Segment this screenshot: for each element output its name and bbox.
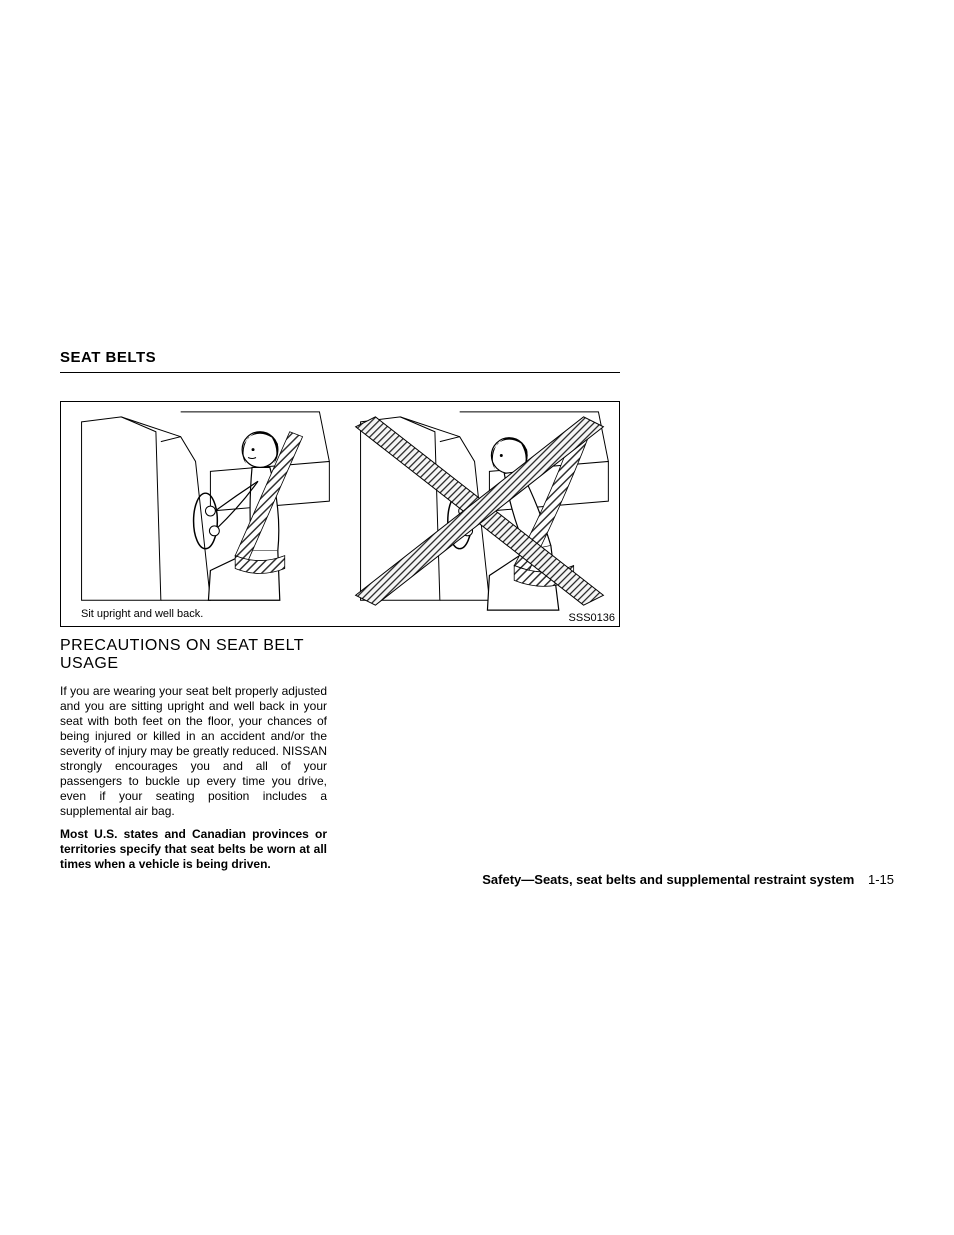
heading-underline [60, 372, 620, 373]
figure-code-label: SSS0136 [569, 612, 615, 624]
subheading-precautions: PRECAUTIONS ON SEAT BELT USAGE [60, 637, 327, 674]
paragraph-intro: If you are wearing your seat belt proper… [60, 684, 327, 819]
footer-page-number: 1-15 [868, 872, 894, 887]
footer-chapter-title: Safety—Seats, seat belts and supplementa… [482, 872, 854, 887]
figure-panel-incorrect: SSS0136 [340, 402, 619, 626]
paragraph-law-notice: Most U.S. states and Canadian provinces … [60, 827, 327, 872]
column-left: PRECAUTIONS ON SEAT BELT USAGE If you ar… [60, 637, 327, 872]
figure-panel-correct: Sit upright and well back. [61, 402, 340, 626]
figure-caption-correct: Sit upright and well back. [81, 608, 203, 620]
manual-page: SEAT BELTS [0, 0, 954, 1235]
section-heading: SEAT BELTS [60, 349, 894, 366]
figure-container: Sit upright and well back. [60, 401, 620, 627]
page-footer: Safety—Seats, seat belts and supplementa… [482, 872, 894, 887]
text-columns: PRECAUTIONS ON SEAT BELT USAGE If you ar… [60, 637, 894, 872]
